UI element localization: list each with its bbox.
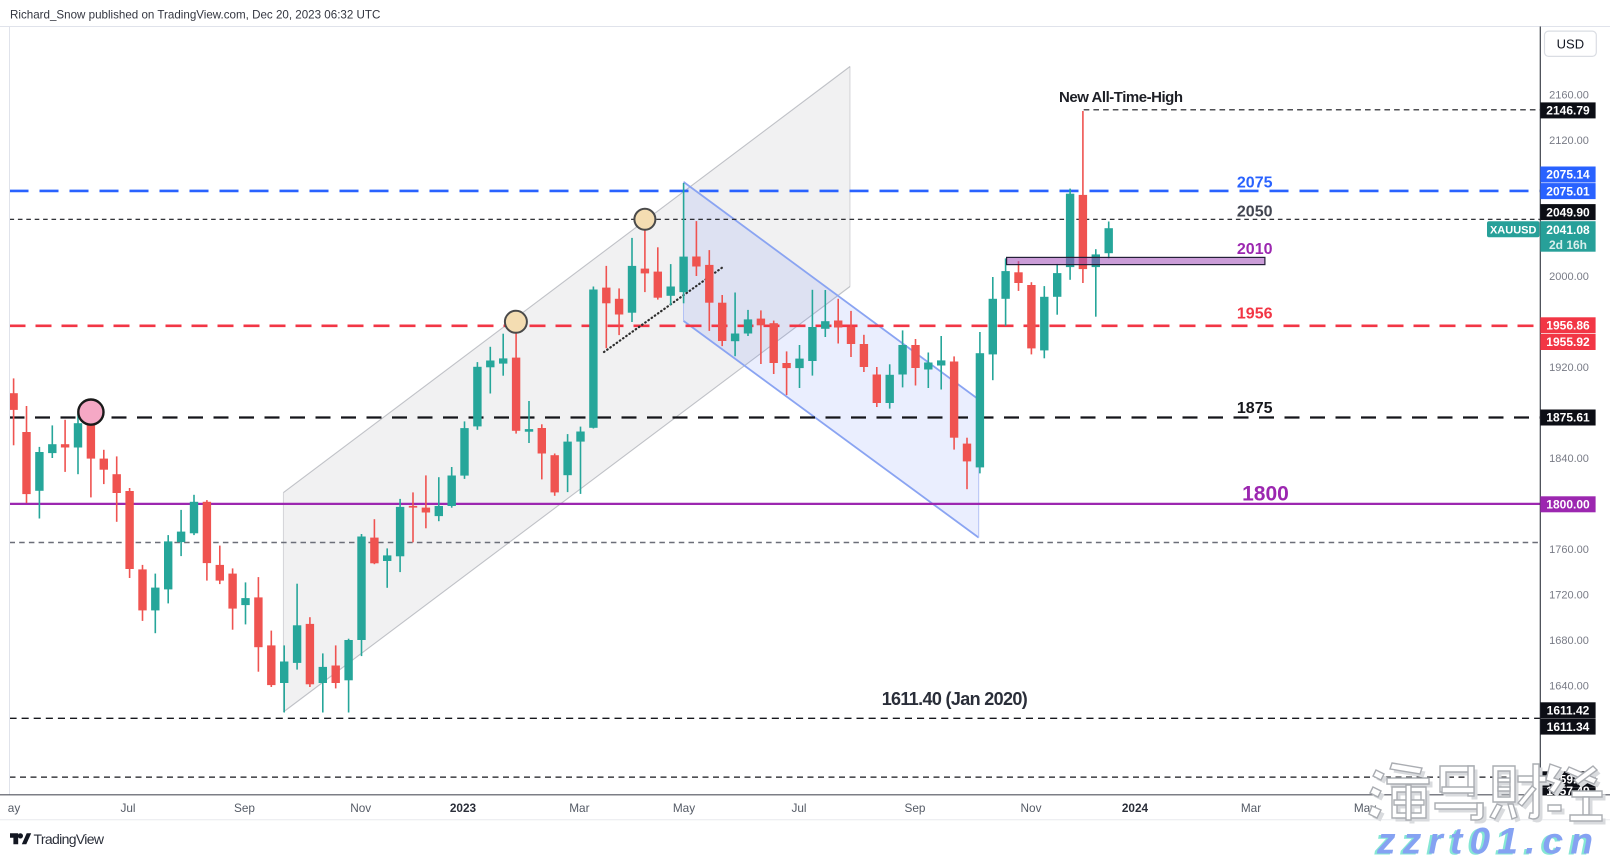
svg-text:2000.00: 2000.00 (1549, 271, 1589, 283)
svg-text:1680.00: 1680.00 (1549, 635, 1589, 647)
svg-text:2146.79: 2146.79 (1546, 104, 1590, 118)
svg-text:1760.00: 1760.00 (1549, 544, 1589, 556)
svg-text:2075.14: 2075.14 (1546, 168, 1590, 182)
svg-text:Jul: Jul (120, 801, 135, 815)
svg-text:New All-Time-High: New All-Time-High (1059, 89, 1183, 106)
svg-text:2d 16h: 2d 16h (1549, 238, 1587, 252)
svg-text:Mar: Mar (569, 801, 589, 815)
svg-text:1956.86: 1956.86 (1546, 319, 1590, 333)
svg-text:XAUUSD: XAUUSD (1490, 225, 1537, 237)
svg-text:Nov: Nov (350, 801, 371, 815)
svg-text:2023: 2023 (450, 801, 477, 815)
svg-text:Richard_Snow published on Trad: Richard_Snow published on TradingView.co… (10, 8, 380, 21)
svg-text:2050: 2050 (1237, 204, 1273, 221)
svg-text:2075.01: 2075.01 (1546, 184, 1590, 198)
svg-text:1875.61: 1875.61 (1546, 411, 1590, 425)
svg-text:Sep: Sep (234, 801, 255, 815)
svg-text:Nov: Nov (1021, 801, 1042, 815)
svg-text:2041.08: 2041.08 (1546, 223, 1590, 237)
svg-text:ay: ay (8, 801, 21, 815)
svg-text:1800.00: 1800.00 (1546, 498, 1590, 512)
svg-text:2010: 2010 (1237, 241, 1273, 258)
svg-text:2075: 2075 (1237, 175, 1273, 192)
svg-text:1840.00: 1840.00 (1549, 453, 1589, 465)
svg-text:USD: USD (1557, 37, 1584, 52)
svg-text:2160.00: 2160.00 (1549, 89, 1589, 101)
svg-text:1920.00: 1920.00 (1549, 362, 1589, 374)
svg-text:Mar: Mar (1241, 801, 1261, 815)
svg-text:Sep: Sep (905, 801, 926, 815)
svg-text:May: May (673, 801, 695, 815)
svg-text:1800: 1800 (1242, 482, 1289, 505)
svg-text:2049.90: 2049.90 (1546, 205, 1590, 219)
svg-text:1956: 1956 (1237, 305, 1273, 322)
svg-text:Jul: Jul (791, 801, 806, 815)
svg-text:1611.34: 1611.34 (1547, 720, 1590, 734)
svg-text:1611.42: 1611.42 (1547, 704, 1590, 718)
svg-text:1611.40 (Jan 2020): 1611.40 (Jan 2020) (882, 689, 1028, 709)
svg-text:zzrt01.cn: zzrt01.cn (1376, 821, 1600, 857)
svg-text:2120.00: 2120.00 (1549, 135, 1589, 147)
svg-text:TradingView: TradingView (34, 831, 105, 847)
svg-text:1720.00: 1720.00 (1549, 589, 1589, 601)
svg-text:1955.92: 1955.92 (1546, 335, 1590, 349)
svg-text:1640.00: 1640.00 (1549, 680, 1589, 692)
svg-text:1875: 1875 (1237, 400, 1273, 417)
svg-text:zzrt01.cn: zzrt01.cn (1374, 822, 1598, 857)
svg-text:2024: 2024 (1122, 801, 1149, 815)
